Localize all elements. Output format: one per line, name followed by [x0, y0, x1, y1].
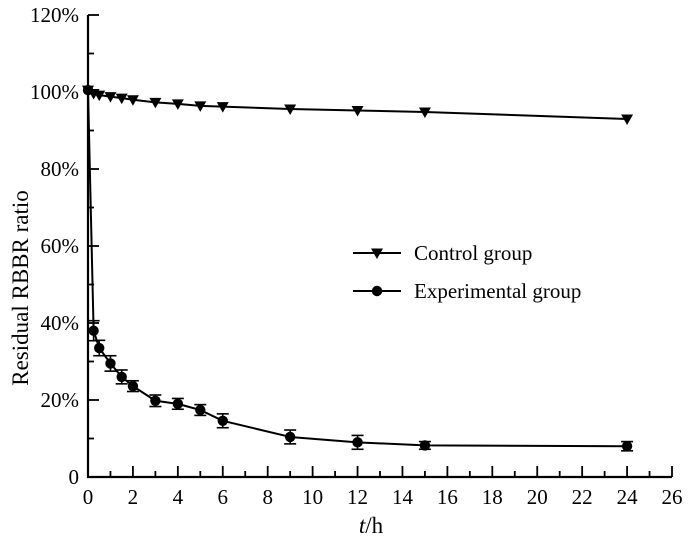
svg-text:60%: 60% [41, 234, 80, 258]
svg-text:20%: 20% [41, 388, 80, 412]
svg-text:14: 14 [392, 485, 414, 509]
svg-text:16: 16 [437, 485, 458, 509]
svg-text:18: 18 [482, 485, 503, 509]
svg-text:40%: 40% [41, 311, 80, 335]
svg-text:4: 4 [173, 485, 184, 509]
control-group-marker-icon [353, 248, 401, 259]
legend-entry-control: Control group [353, 234, 581, 272]
svg-text:24: 24 [617, 485, 639, 509]
svg-text:0: 0 [83, 485, 94, 509]
experimental-group-marker-icon [353, 285, 401, 297]
legend-label-control: Control group [414, 240, 533, 265]
svg-text:22: 22 [572, 485, 593, 509]
y-axis-label: Residual RBBR ratio [8, 190, 33, 386]
svg-text:26: 26 [662, 485, 683, 509]
svg-text:120%: 120% [30, 3, 79, 27]
svg-text:10: 10 [302, 485, 323, 509]
svg-text:0: 0 [69, 465, 80, 489]
svg-text:20: 20 [527, 485, 548, 509]
x-axis-label-unit: /h [365, 513, 384, 538]
svg-text:6: 6 [218, 485, 229, 509]
x-axis-label: t/h [359, 513, 383, 539]
legend-label-experimental: Experimental group [414, 278, 582, 303]
svg-text:100%: 100% [30, 80, 79, 104]
svg-text:12: 12 [347, 485, 368, 509]
svg-text:2: 2 [128, 485, 139, 509]
legend-entry-experimental: Experimental group [353, 272, 581, 310]
legend: Control group Experimental group [353, 234, 581, 310]
x-axis-label-variable: t [358, 513, 366, 538]
svg-text:80%: 80% [41, 157, 80, 181]
svg-text:8: 8 [262, 485, 273, 509]
